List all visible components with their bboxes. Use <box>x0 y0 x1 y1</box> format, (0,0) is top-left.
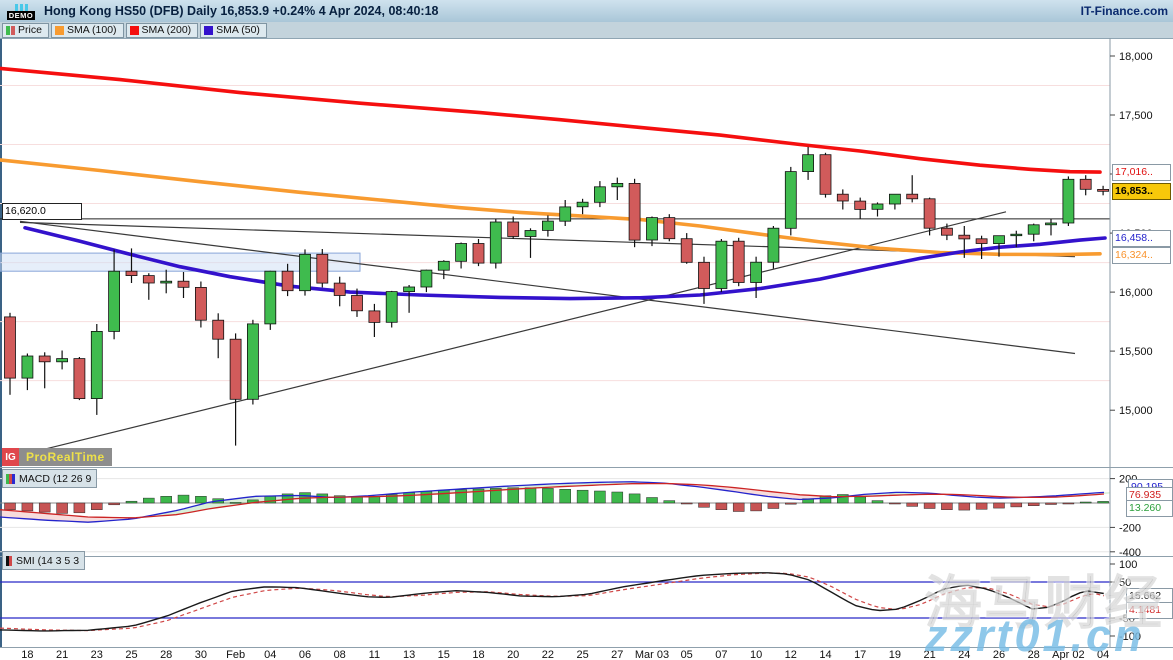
legend-label: SMA (50) <box>216 24 260 36</box>
macd-indicator-label[interactable]: MACD (12 26 9 <box>2 469 98 488</box>
x-axis-label: 15 <box>437 649 450 660</box>
prorealtime-logo-text: ProRealTime <box>19 448 112 466</box>
legend-label: SMA (100) <box>66 24 117 36</box>
sma-color-swatch <box>129 25 139 35</box>
x-axis-label: 22 <box>541 649 555 660</box>
svg-text:17,500: 17,500 <box>1119 110 1153 122</box>
x-axis-label: 05 <box>680 649 693 660</box>
window-left-border <box>0 0 2 660</box>
ig-logo: IG <box>2 448 19 466</box>
svg-text:15,500: 15,500 <box>1119 346 1153 358</box>
sma200-price-label: 17,016.. <box>1112 164 1171 181</box>
smi-icon <box>6 555 12 566</box>
x-axis-label: 12 <box>784 649 797 660</box>
legend-label: SMA (200) <box>141 24 192 36</box>
macd-panel-canvas[interactable]: 200-200-400 <box>0 468 1173 556</box>
x-axis-label: 04 <box>264 649 277 660</box>
macd-hist-value: 13.260 <box>1126 500 1173 517</box>
svg-text:-100: -100 <box>1119 631 1141 643</box>
x-axis-label: 26 <box>992 649 1006 660</box>
svg-text:18,000: 18,000 <box>1119 51 1153 63</box>
x-axis-label: 08 <box>333 649 346 660</box>
prorealtime-logo[interactable]: IG ProRealTime <box>2 448 112 466</box>
svg-text:50: 50 <box>1119 577 1131 589</box>
x-axis-label: 23 <box>90 649 103 660</box>
x-axis-label: 20 <box>507 649 520 660</box>
x-axis-label: 19 <box>888 649 902 660</box>
legend-button-price[interactable]: Price <box>2 22 49 38</box>
sma50-price-label: 16,458.. <box>1112 230 1171 247</box>
legend-button-sma-100[interactable]: SMA (100) <box>50 22 124 38</box>
hline-price-label: 16,620.0 <box>2 203 82 220</box>
x-axis-label: 21 <box>55 649 69 660</box>
brand-link[interactable]: IT-Finance.com <box>1080 4 1168 18</box>
x-axis-label: 30 <box>194 649 208 660</box>
x-axis-label: Feb <box>226 649 246 660</box>
svg-text:15,000: 15,000 <box>1119 405 1153 417</box>
macd-icon <box>6 473 15 484</box>
x-axis-label: 21 <box>923 649 936 660</box>
smi-indicator-label[interactable]: SMI (14 3 5 3 <box>2 551 86 570</box>
x-axis-label: Mar 03 <box>634 649 670 660</box>
x-axis-label: 17 <box>854 649 867 660</box>
smi-label-text: SMI (14 3 5 3 <box>16 554 80 567</box>
svg-text:16,000: 16,000 <box>1119 287 1153 299</box>
x-axis-label: 07 <box>715 649 728 660</box>
price-candles-icon <box>6 25 15 35</box>
x-axis-label: 28 <box>1027 649 1040 660</box>
last-price-label: 16,853.. <box>1112 183 1171 200</box>
demo-label: DEMO <box>6 10 36 20</box>
legend-button-sma-200[interactable]: SMA (200) <box>125 22 199 38</box>
panel-separator <box>0 467 1173 468</box>
x-axis-label: Apr 02 <box>1052 649 1085 660</box>
legend-bar: Price SMA (100) SMA (200) SMA (50) <box>0 22 1173 39</box>
svg-text:-400: -400 <box>1119 547 1141 556</box>
sma100-price-label: 16,324.. <box>1112 247 1171 264</box>
instrument-title: Hong Kong HS50 (DFB) Daily 16,853.9 +0.2… <box>44 4 439 18</box>
x-axis-label: 28 <box>160 649 173 660</box>
legend-label: Price <box>18 24 42 36</box>
x-axis-label: 11 <box>368 649 381 660</box>
sma-color-swatch <box>204 25 214 35</box>
x-axis-label: 27 <box>611 649 624 660</box>
panel-separator <box>0 556 1173 557</box>
x-axis-label: 10 <box>749 649 763 660</box>
x-axis-label: 14 <box>819 649 832 660</box>
x-axis-label: 18 <box>21 649 34 660</box>
smi-signal-value: 4.1481 <box>1126 602 1173 619</box>
demo-badge: DEMO <box>6 3 36 20</box>
x-axis-label: 25 <box>125 649 138 660</box>
macd-label-text: MACD (12 26 9 <box>19 472 92 485</box>
main-price-chart-canvas[interactable]: 18,00017,50017,00016,50016,00015,50015,0… <box>0 38 1173 467</box>
x-axis-label: 18 <box>472 649 485 660</box>
x-axis-label: 13 <box>402 649 416 660</box>
x-axis[interactable]: 18 21 23 25 28 30 Feb 04 06 08 11 13 15 18 20 22 25 27 Mar… <box>0 647 1173 660</box>
title-bar: DEMO Hong Kong HS50 (DFB) Daily 16,853.9… <box>0 0 1173 23</box>
legend-button-sma-50[interactable]: SMA (50) <box>200 22 267 38</box>
x-axis-label: 25 <box>576 649 589 660</box>
mini-candles-icon <box>14 3 28 11</box>
sma-color-swatch <box>54 25 64 35</box>
svg-text:100: 100 <box>1119 559 1137 571</box>
x-axis-label: 04 <box>1096 649 1110 660</box>
x-axis-label: 06 <box>298 649 312 660</box>
x-axis-label: 24 <box>958 649 971 660</box>
svg-text:-200: -200 <box>1119 522 1141 534</box>
